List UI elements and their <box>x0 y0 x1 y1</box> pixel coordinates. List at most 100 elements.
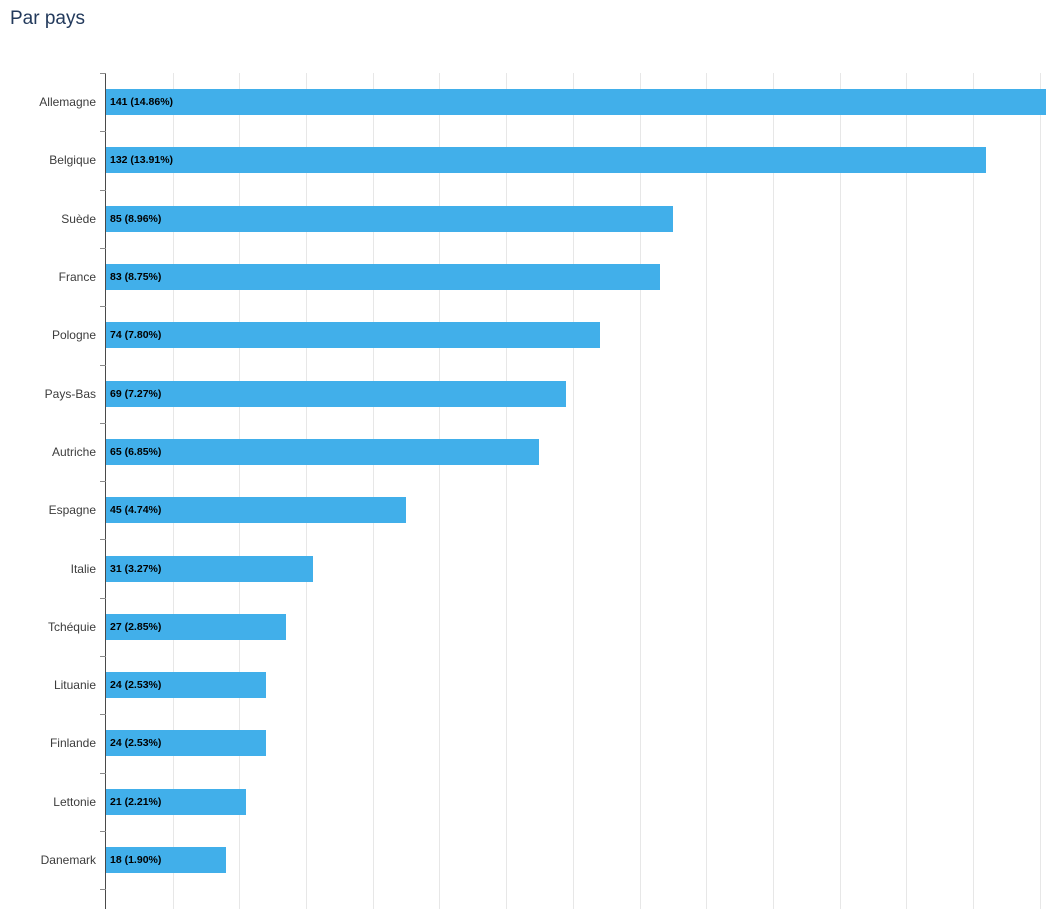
plot-area <box>100 73 1053 909</box>
bar-finlande[interactable]: 24 (2.53%) <box>106 730 267 757</box>
bar-value-label: 24 (2.53%) <box>110 679 162 692</box>
y-axis-label: Finlande <box>49 736 96 751</box>
bar-value-label: 69 (7.27%) <box>110 387 162 400</box>
bar-value-label: 74 (7.80%) <box>110 329 162 342</box>
y-axis-label: France <box>58 270 96 285</box>
bar-area: 74 (7.80%) <box>106 306 1053 364</box>
y-axis-tick <box>100 656 106 657</box>
bar-france[interactable]: 83 (8.75%) <box>106 264 660 291</box>
y-axis-tick <box>100 597 106 599</box>
y-axis-tick <box>100 772 106 774</box>
y-axis-tick <box>100 830 106 832</box>
gridline <box>772 73 774 909</box>
chart-row: Allemagne 141 (14.86%) <box>0 73 1053 131</box>
chart-row: Tchéquie 27 (2.85%) <box>0 598 1053 656</box>
chart-row: Lettonie 21 (2.21%) <box>0 773 1053 831</box>
bar-area: 27 (2.85%) <box>106 598 1053 656</box>
y-axis-tick <box>100 247 106 249</box>
y-axis-tick <box>100 306 106 308</box>
gridline <box>172 73 174 909</box>
bar-area: 24 (2.53%) <box>106 656 1053 714</box>
chart-rows: Allemagne 141 (14.86%) Belgique 132 (13.91%… <box>0 73 1053 889</box>
y-axis-tick <box>100 422 106 424</box>
y-axis-tick <box>100 539 106 541</box>
y-axis-label: Suède <box>61 211 96 226</box>
bar-value-label: 141 (14.86%) <box>110 96 174 109</box>
gridline <box>972 73 974 909</box>
bar-value-label: 85 (8.96%) <box>110 212 162 225</box>
y-axis-label: Espagne <box>48 503 96 518</box>
bar-value-label: 65 (6.85%) <box>110 445 162 458</box>
bar-area: 45 (4.74%) <box>106 481 1053 539</box>
bar-autriche[interactable]: 65 (6.85%) <box>106 438 540 465</box>
bar-value-label: 21 (2.21%) <box>110 795 162 808</box>
bar-value-label: 45 (4.74%) <box>110 504 162 517</box>
gridline <box>706 73 708 909</box>
y-axis-label: Allemagne <box>39 95 96 110</box>
y-axis-label: Tchéquie <box>47 619 96 634</box>
bar-value-label: 27 (2.85%) <box>110 620 162 633</box>
bar-lituanie[interactable]: 24 (2.53%) <box>106 672 267 699</box>
y-axis-tick <box>100 131 106 133</box>
gridline <box>506 73 508 909</box>
y-axis-label: Danemark <box>40 853 96 867</box>
chart-row: Lituanie 24 (2.53%) <box>0 656 1053 714</box>
gridline <box>572 73 574 909</box>
bar-area: 83 (8.75%) <box>106 248 1053 306</box>
chart-row: Suède 85 (8.96%) <box>0 190 1053 248</box>
bar-value-label: 132 (13.91%) <box>110 154 174 167</box>
chart-row: Pays-Bas 69 (7.27%) <box>0 364 1053 422</box>
chart-title: Par pays <box>10 8 85 29</box>
y-axis-label: Belgique <box>49 153 96 168</box>
bar-area: 65 (6.85%) <box>106 423 1053 481</box>
bar-espagne[interactable]: 45 (4.74%) <box>106 497 407 524</box>
chart-row: France 83 (8.75%) <box>0 248 1053 306</box>
bar-tchequie[interactable]: 27 (2.85%) <box>106 613 287 640</box>
bar-area: 69 (7.27%) <box>106 364 1053 422</box>
bar-area: 24 (2.53%) <box>106 714 1053 772</box>
y-axis-label: Italie <box>70 561 96 576</box>
y-axis-label: Pays-Bas <box>44 386 96 401</box>
gridline <box>372 73 374 909</box>
y-axis-label: Lettonie <box>53 794 96 809</box>
bar-area: 141 (14.86%) <box>106 73 1053 131</box>
gridline <box>306 73 308 909</box>
bar-area: 85 (8.96%) <box>106 190 1053 248</box>
y-axis-label: Lituanie <box>53 678 96 693</box>
gridline <box>839 73 841 909</box>
gridline <box>239 73 241 909</box>
y-axis-tick <box>100 73 106 74</box>
gridline <box>639 73 641 909</box>
bar-value-label: 18 (1.90%) <box>110 854 162 866</box>
chart-row: Pologne 74 (7.80%) <box>0 306 1053 364</box>
chart-row: Espagne 45 (4.74%) <box>0 481 1053 539</box>
bar-danemark[interactable]: 18 (1.90%) <box>106 847 227 873</box>
chart-row: Autriche 65 (6.85%) <box>0 423 1053 481</box>
bar-suede[interactable]: 85 (8.96%) <box>106 205 673 232</box>
bar-pays-bas[interactable]: 69 (7.27%) <box>106 380 567 407</box>
bar-area: 18 (1.90%) <box>106 831 1053 889</box>
chart-row: Danemark 18 (1.90%) <box>0 831 1053 889</box>
chart-row: Italie 31 (3.27%) <box>0 539 1053 597</box>
bar-allemagne[interactable]: 141 (14.86%) <box>106 89 1047 116</box>
bar-lettonie[interactable]: 21 (2.21%) <box>106 788 247 815</box>
chart-row: Finlande 24 (2.53%) <box>0 714 1053 772</box>
y-axis-tick <box>100 189 106 191</box>
bar-italie[interactable]: 31 (3.27%) <box>106 555 313 582</box>
y-axis-tick <box>100 364 106 366</box>
bar-chart: Allemagne 141 (14.86%) Belgique 132 (13.91%… <box>0 73 1053 909</box>
gridline <box>1039 73 1041 909</box>
y-axis-tick <box>100 889 106 891</box>
bar-pologne[interactable]: 74 (7.80%) <box>106 322 600 349</box>
bar-belgique[interactable]: 132 (13.91%) <box>106 147 987 174</box>
y-axis-tick <box>100 714 106 716</box>
bar-area: 31 (3.27%) <box>106 539 1053 597</box>
bar-area: 21 (2.21%) <box>106 773 1053 831</box>
gridline <box>906 73 908 909</box>
chart-row: Belgique 132 (13.91%) <box>0 131 1053 189</box>
y-axis-label: Autriche <box>51 444 96 459</box>
bar-value-label: 83 (8.75%) <box>110 271 162 284</box>
gridline <box>439 73 441 909</box>
bar-value-label: 31 (3.27%) <box>110 562 162 575</box>
